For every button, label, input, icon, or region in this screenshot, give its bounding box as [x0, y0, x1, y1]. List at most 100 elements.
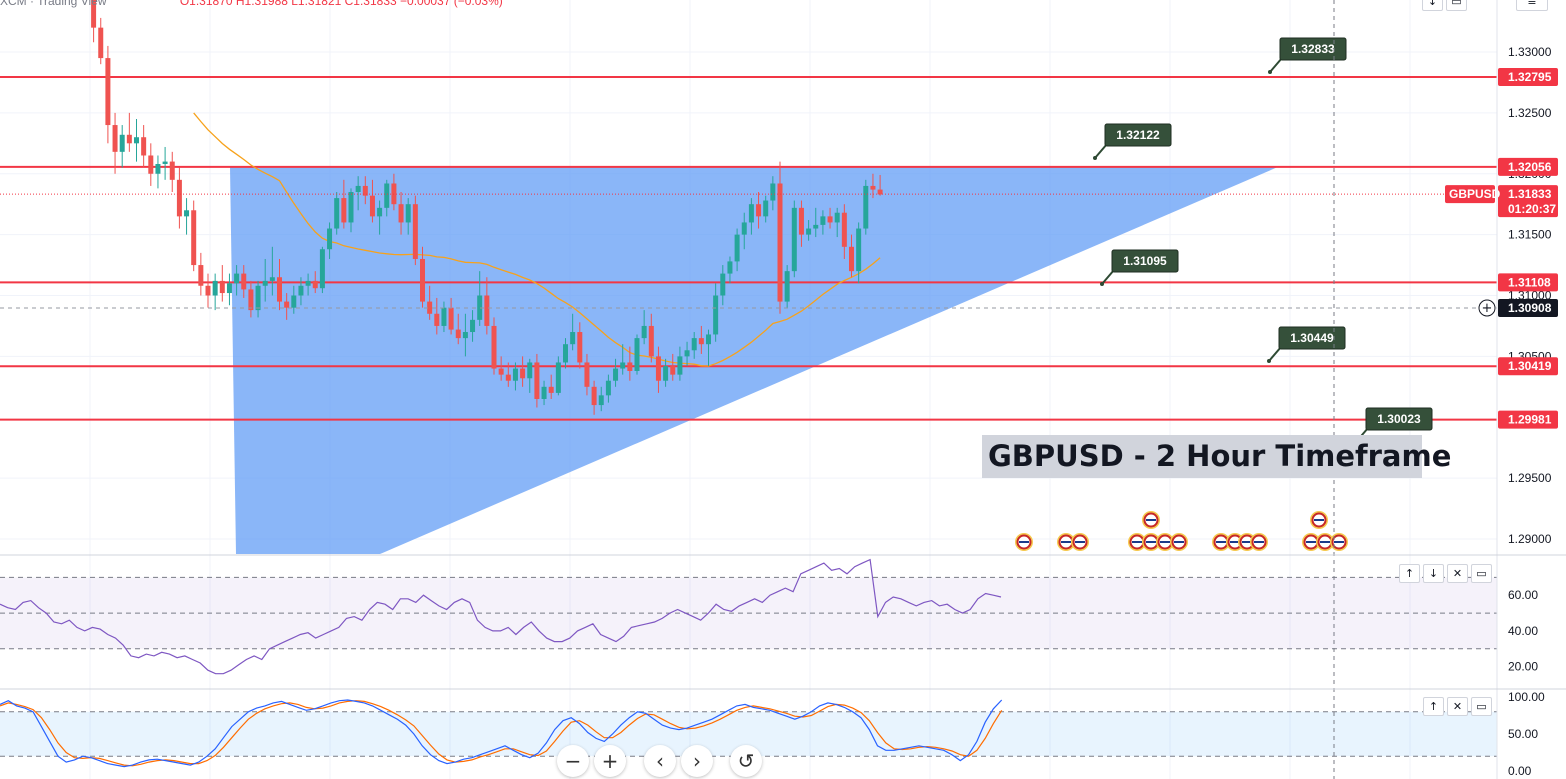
scroll-right-button[interactable]: ›: [681, 745, 713, 777]
candle-body: [334, 198, 340, 229]
candle-body: [834, 212, 840, 223]
scroll-left-button[interactable]: ‹: [644, 745, 676, 777]
callout-anchor: [1267, 359, 1271, 363]
candle-body: [434, 313, 440, 326]
scroll-up-button[interactable]: ↓: [1422, 0, 1443, 11]
candle-body: [277, 277, 282, 302]
candle-body: [219, 280, 225, 294]
candle-body: [134, 137, 139, 144]
candle-body: [484, 295, 490, 326]
candle-body: [141, 137, 147, 156]
level-price-badge: [1498, 410, 1558, 429]
stoch-close-button[interactable]: ✕: [1447, 697, 1468, 716]
rsi-line: [0, 558, 1002, 675]
reset-chart-button[interactable]: ↺: [730, 745, 762, 777]
rsi-axis-tick: 40.00: [1508, 624, 1538, 638]
candle-body: [412, 204, 418, 259]
candle-body: [548, 386, 554, 393]
rsi-axis-tick: 60.00: [1508, 588, 1538, 602]
candle-body: [126, 134, 132, 144]
candle-body: [105, 58, 111, 126]
level-price-label: 1.29981: [1508, 413, 1552, 427]
candle-body: [291, 295, 297, 308]
candle-body: [477, 295, 483, 320]
candle-body: [677, 356, 683, 375]
candle-body: [641, 325, 647, 339]
candle-body: [841, 212, 847, 247]
candle-body: [748, 204, 754, 223]
candle-body: [298, 285, 304, 296]
timeframe-title: GBPUSD - 2 Hour Timeframe: [988, 439, 1451, 473]
countdown-label: 01:20:37: [1508, 202, 1556, 216]
candle-body: [498, 368, 504, 375]
candle-body: [598, 395, 604, 406]
zoom-out-button[interactable]: −: [557, 745, 589, 777]
candle-body: [563, 344, 568, 363]
candle-body: [670, 366, 676, 375]
zoom-in-button[interactable]: +: [594, 745, 626, 777]
stoch-maximize-button[interactable]: ▭: [1471, 697, 1492, 716]
level-price-badge: [1498, 273, 1558, 292]
callout-box: [1111, 249, 1179, 273]
level-price-label: 1.30419: [1508, 359, 1552, 373]
rsi-move-down-button[interactable]: ↓: [1423, 564, 1444, 583]
header-ohlc: O1.31870 H1.31988 L1.31821 C1.31833 −0.0…: [179, 0, 503, 8]
crosshair-price-label: 1.30908: [1508, 301, 1552, 315]
rsi-close-button[interactable]: ✕: [1447, 564, 1468, 583]
candle-body: [720, 273, 726, 296]
candle-body: [584, 362, 590, 387]
candle-body: [241, 273, 247, 290]
candle-body: [684, 350, 690, 357]
axis-menu-button[interactable]: ≡: [1516, 0, 1548, 11]
candle-body: [191, 210, 197, 266]
candle-body: [427, 301, 433, 314]
stoch-k-line: [0, 699, 1003, 768]
candle-body: [856, 228, 862, 272]
candle-body: [462, 332, 468, 339]
candle-body: [162, 161, 168, 165]
stoch-axis-tick: 100.00: [1508, 690, 1545, 704]
crosshair-add-button[interactable]: [1478, 299, 1496, 317]
candle-body: [813, 224, 819, 229]
stoch-move-up-button[interactable]: ↑: [1423, 697, 1444, 716]
callout-box: [1104, 123, 1172, 147]
callout-anchor: [1268, 70, 1272, 74]
callout-box: [1278, 326, 1346, 350]
candle-body: [591, 386, 597, 406]
candle-body: [691, 338, 697, 351]
candle-body: [827, 216, 833, 223]
candle-body: [627, 362, 633, 371]
candle-body: [148, 155, 154, 174]
crosshair-add-icon: +: [1482, 301, 1493, 316]
timeframe-title-bg: [982, 435, 1422, 478]
stoch-axis-tick: 0.00: [1508, 764, 1532, 778]
callout-box: [1365, 407, 1433, 431]
candle-body: [798, 207, 804, 235]
rsi-maximize-button[interactable]: ▭: [1471, 564, 1492, 583]
candle-body: [634, 338, 640, 371]
callout-pointer: [1268, 346, 1282, 362]
candle-body: [505, 374, 511, 381]
candle-body: [169, 161, 175, 180]
current-price-label: 1.31833: [1508, 187, 1552, 201]
candle-body: [763, 200, 769, 217]
candle-body: [205, 285, 211, 296]
level-price-badge: [1498, 67, 1558, 86]
price-axis-tick: 1.31500: [1508, 228, 1552, 242]
callout-box: [1279, 37, 1347, 61]
candle-body: [269, 277, 275, 281]
rsi-move-up-button[interactable]: ↑: [1399, 564, 1420, 583]
candle-body: [198, 265, 204, 286]
candle-body: [727, 261, 733, 274]
stoch-axis-tick: 50.00: [1508, 727, 1538, 741]
symbol-tag-label: GBPUSD: [1449, 187, 1501, 201]
settings-button[interactable]: ▭: [1446, 0, 1467, 11]
callout-label: 1.32122: [1116, 128, 1160, 142]
candle-body: [212, 280, 218, 296]
crosshair-price-badge: [1498, 299, 1558, 317]
candle-body: [520, 368, 526, 379]
candle-body: [226, 283, 232, 294]
callout-pointer: [1269, 57, 1283, 73]
candle-body: [119, 134, 125, 152]
